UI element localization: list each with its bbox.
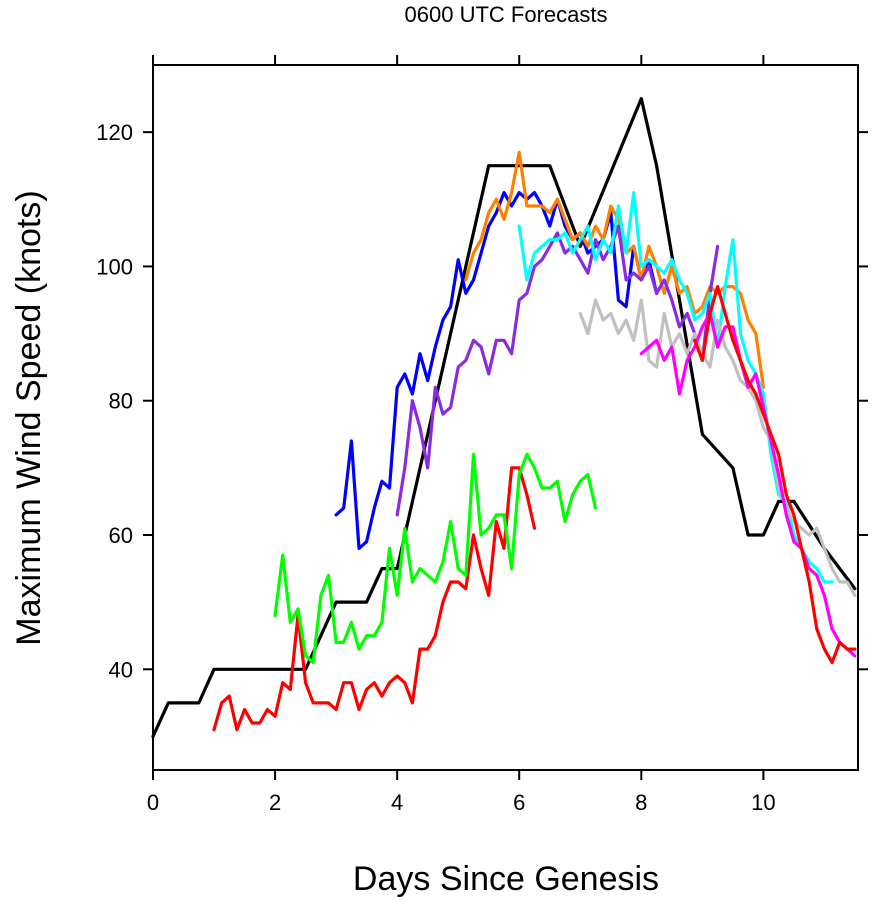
y-tick-label: 120: [96, 120, 133, 145]
y-tick-label: 100: [96, 254, 133, 279]
series-layer: [151, 97, 857, 738]
y-tick-label: 40: [109, 657, 133, 682]
x-tick-label: 2: [269, 790, 281, 815]
x-tick-label: 0: [147, 790, 159, 815]
plot-frame: [152, 64, 859, 771]
x-tick-label: 10: [751, 790, 775, 815]
x-tick-label: 6: [513, 790, 525, 815]
series-line-4: [395, 224, 720, 517]
y-tick-label: 80: [109, 389, 133, 414]
series-line-1: [151, 97, 857, 738]
series-line-7: [639, 311, 857, 658]
series-line-9: [273, 452, 598, 665]
series-line-8: [212, 285, 857, 732]
x-tick-label: 4: [391, 790, 403, 815]
y-tick-label: 60: [109, 523, 133, 548]
chart-title: 0600 UTC Forecasts: [405, 2, 608, 27]
x-axis-label: Days Since Genesis: [353, 860, 659, 898]
series-line-6: [578, 298, 857, 597]
x-tick-label: 8: [635, 790, 647, 815]
series-line-3: [464, 150, 765, 389]
tick-layer: 0 2 4 6 8 10 40 60 80 100 120: [96, 55, 868, 815]
y-axis-label: Maximum Wind Speed (knots): [10, 190, 48, 645]
